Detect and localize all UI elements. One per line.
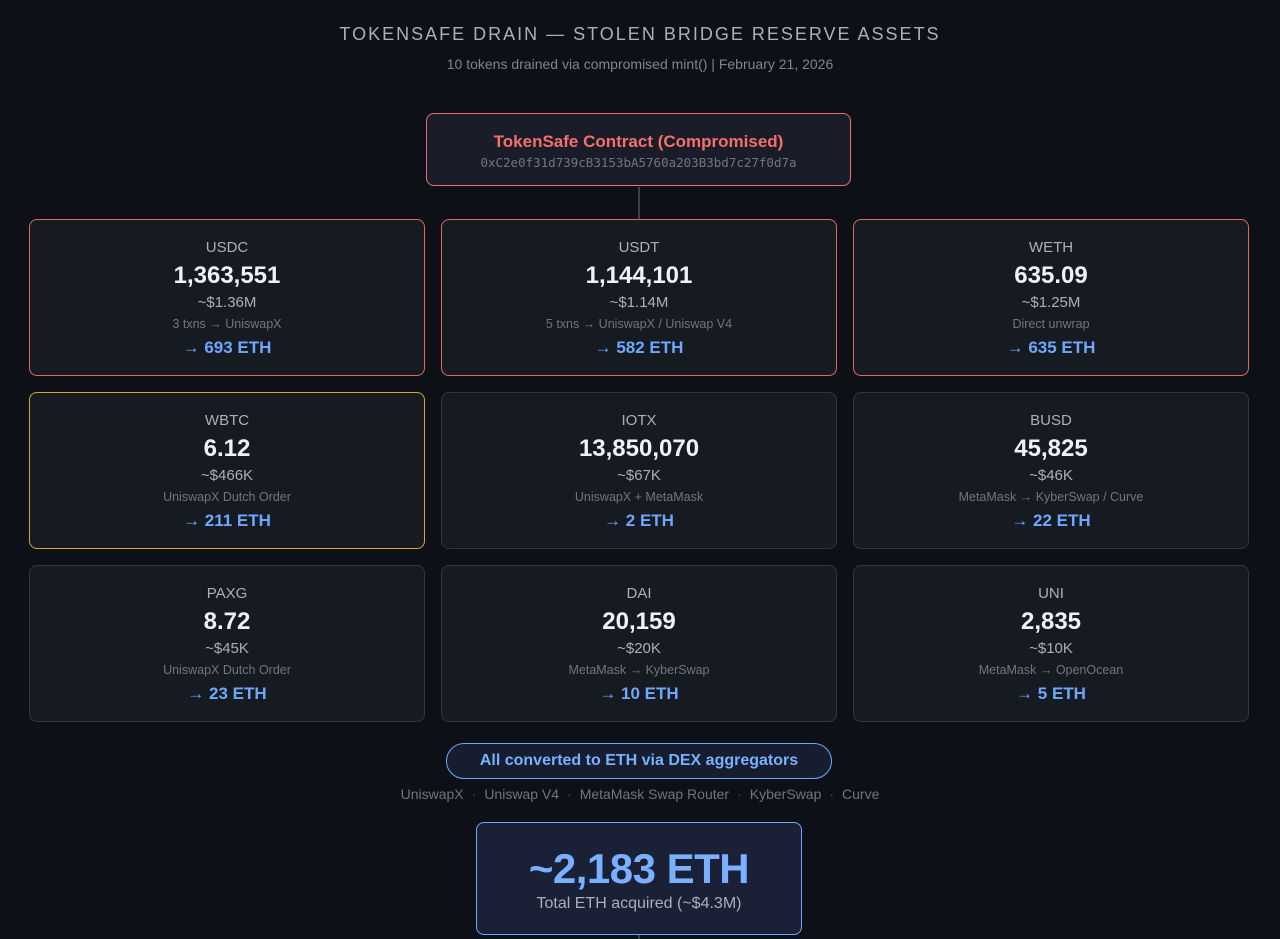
aggregator-separator: · bbox=[567, 786, 572, 802]
token-route: MetaMask → KyberSwap / Curve bbox=[958, 490, 1144, 504]
token-amount: 6.12 bbox=[203, 435, 251, 462]
aggregator-name: KyberSwap bbox=[749, 786, 822, 802]
token-symbol: BUSD bbox=[1030, 412, 1072, 429]
total-eth-label: Total ETH acquired (~$4.3M) bbox=[536, 895, 742, 912]
token-eth-output: → 635 ETH bbox=[1006, 338, 1096, 357]
token-symbol: WETH bbox=[1028, 239, 1074, 256]
token-symbol: IOTX bbox=[621, 412, 657, 429]
token-usd-value: ~$67K bbox=[617, 467, 661, 484]
token-usd-value: ~$46K bbox=[1029, 467, 1073, 484]
token-eth-output: → 211 ETH bbox=[183, 511, 271, 530]
token-usd-value: ~$1.25M bbox=[1021, 294, 1081, 311]
token-usd-value: ~$45K bbox=[205, 640, 249, 657]
aggregator-separator: · bbox=[829, 786, 835, 802]
token-eth-output: → 10 ETH bbox=[599, 684, 679, 703]
contract-connector bbox=[638, 187, 640, 219]
token-symbol: USDC bbox=[205, 239, 249, 256]
total-eth-value: ~2,183 ETH bbox=[528, 845, 750, 892]
contract-name: TokenSafe Contract (Compromised) bbox=[493, 132, 784, 151]
aggregator-name: UniswapX bbox=[400, 786, 464, 802]
token-usd-value: ~$10K bbox=[1029, 640, 1073, 657]
token-amount: 635.09 bbox=[1014, 262, 1088, 289]
token-amount: 1,363,551 bbox=[173, 262, 281, 289]
token-amount: 1,144,101 bbox=[585, 262, 693, 289]
token-card-usdc: USDC 1,363,551 ~$1.36M 3 txns → UniswapX → 6… bbox=[29, 219, 425, 376]
token-usd-value: ~$466K bbox=[200, 467, 254, 484]
token-card-uni: UNI 2,835 ~$10K MetaMask → OpenOcean → 5 ETH bbox=[853, 565, 1249, 722]
token-amount: 20,159 bbox=[602, 608, 676, 635]
token-amount: 2,835 bbox=[1020, 608, 1082, 635]
token-card-iotx: IOTX 13,850,070 ~$67K UniswapX + MetaMask → … bbox=[441, 392, 837, 549]
aggregator-name: Curve bbox=[842, 786, 880, 802]
token-card-paxg: PAXG 8.72 ~$45K UniswapX Dutch Order → 23 ET… bbox=[29, 565, 425, 722]
aggregator-name: Uniswap V4 bbox=[484, 786, 560, 802]
token-amount: 45,825 bbox=[1014, 435, 1088, 462]
token-route: UniswapX Dutch Order bbox=[163, 663, 291, 677]
token-route: 5 txns → UniswapX / Uniswap V4 bbox=[545, 317, 733, 331]
token-symbol: PAXG bbox=[206, 585, 248, 602]
contract-address: 0xC2e0f31d739cB3153bA5760a203B3bd7c27f0d… bbox=[480, 155, 797, 170]
page-title: TOKENSAFE DRAIN — STOLEN BRIDGE RESERVE … bbox=[339, 24, 941, 44]
token-route: UniswapX + MetaMask bbox=[574, 490, 704, 504]
token-eth-output: → 2 ETH bbox=[604, 511, 674, 530]
token-amount: 8.72 bbox=[203, 608, 251, 635]
total-connector bbox=[638, 935, 640, 939]
token-amount: 13,850,070 bbox=[578, 435, 700, 462]
token-grid: USDC 1,363,551 ~$1.36M 3 txns → UniswapX → 6… bbox=[29, 219, 1250, 722]
conversion-pill: All converted to ETH via DEX aggregators bbox=[446, 743, 832, 779]
token-route: Direct unwrap bbox=[1012, 317, 1090, 331]
token-symbol: WBTC bbox=[204, 412, 250, 429]
token-card-busd: BUSD 45,825 ~$46K MetaMask → KyberSwap / Cu… bbox=[853, 392, 1249, 549]
token-eth-output: → 22 ETH bbox=[1011, 511, 1091, 530]
token-card-weth: WETH 635.09 ~$1.25M Direct unwrap → 635 ETH bbox=[853, 219, 1249, 376]
token-eth-output: → 23 ETH bbox=[187, 684, 267, 703]
token-symbol: USDT bbox=[618, 239, 660, 256]
token-route: MetaMask → KyberSwap bbox=[568, 663, 710, 677]
contract-node: TokenSafe Contract (Compromised) 0xC2e0f… bbox=[426, 113, 851, 186]
token-usd-value: ~$20K bbox=[617, 640, 661, 657]
token-route: 3 txns → UniswapX bbox=[172, 317, 282, 331]
token-eth-output: → 693 ETH bbox=[182, 338, 272, 357]
aggregator-list: UniswapX · Uniswap V4 · MetaMask Swap Router… bbox=[0, 786, 1280, 802]
token-eth-output: → 5 ETH bbox=[1016, 684, 1086, 703]
token-symbol: DAI bbox=[626, 585, 652, 602]
aggregator-separator: · bbox=[471, 786, 477, 802]
token-route: UniswapX Dutch Order bbox=[163, 490, 291, 504]
token-symbol: UNI bbox=[1038, 585, 1064, 602]
token-route: MetaMask → OpenOcean bbox=[978, 663, 1124, 677]
token-eth-output: → 582 ETH bbox=[594, 338, 684, 357]
token-card-usdt: USDT 1,144,101 ~$1.14M 5 txns → UniswapX / … bbox=[441, 219, 837, 376]
token-card-wbtc: WBTC 6.12 ~$466K UniswapX Dutch Order → 211 … bbox=[29, 392, 425, 549]
aggregator-separator: · bbox=[737, 786, 742, 802]
total-node: ~2,183 ETH Total ETH acquired (~$4.3M) bbox=[476, 822, 802, 935]
token-usd-value: ~$1.14M bbox=[609, 294, 669, 311]
page-subtitle: 10 tokens drained via compromised mint()… bbox=[446, 56, 834, 72]
token-card-dai: DAI 20,159 ~$20K MetaMask → KyberSwap → 10 E… bbox=[441, 565, 837, 722]
aggregator-name: MetaMask Swap Router bbox=[579, 786, 730, 802]
token-usd-value: ~$1.36M bbox=[197, 294, 257, 311]
